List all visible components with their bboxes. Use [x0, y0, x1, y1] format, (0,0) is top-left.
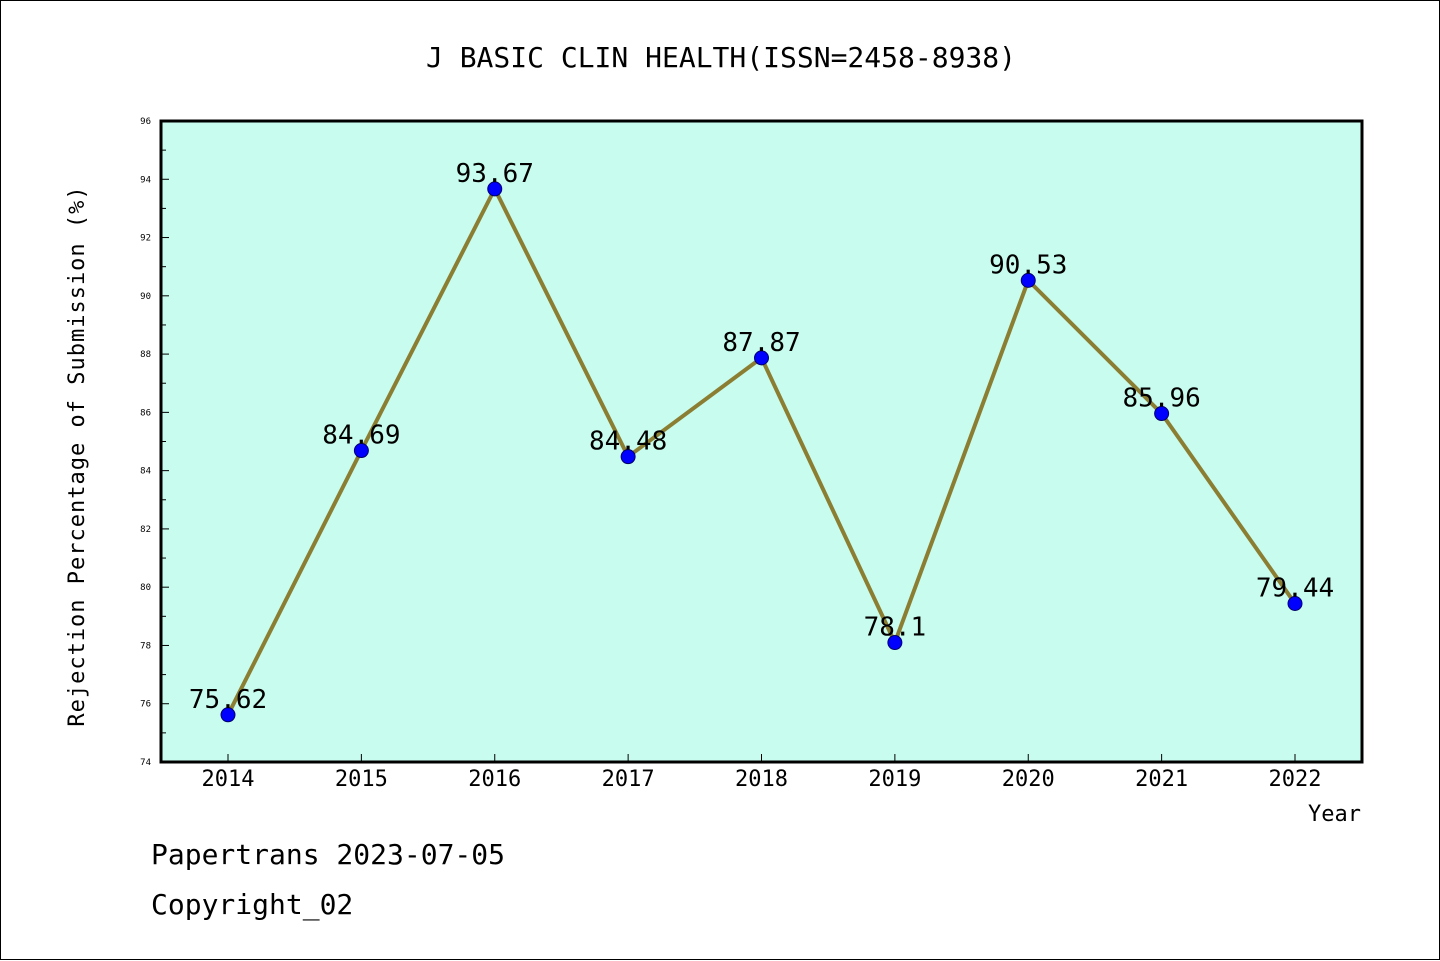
plot-frame — [159, 119, 1364, 764]
chart-title: J BASIC CLIN HEALTH(ISSN=2458-8938) — [426, 41, 1016, 74]
x-tick-label: 2017 — [602, 767, 655, 792]
y-axis-label: Rejection Percentage of Submission (%) — [65, 185, 90, 726]
data-point — [887, 635, 903, 651]
data-point — [620, 449, 636, 465]
data-label: 90.53 — [989, 250, 1067, 280]
data-label: 84.69 — [322, 421, 400, 451]
y-tick-label: 76 — [140, 700, 151, 710]
data-label: 79.44 — [1256, 573, 1334, 603]
data-point — [1287, 595, 1303, 611]
data-label: 87.87 — [722, 328, 800, 358]
data-label: 84.48 — [589, 427, 667, 457]
data-label: 75.62 — [189, 685, 267, 715]
data-point — [754, 350, 769, 366]
footer-copyright: Copyright_02 — [151, 888, 353, 922]
data-label: 85.96 — [1122, 384, 1200, 414]
data-label: 93.67 — [456, 159, 534, 189]
data-point — [1020, 272, 1036, 288]
y-tick-label: 80 — [140, 583, 151, 593]
x-tick-label: 2019 — [868, 767, 921, 792]
y-tick-label: 74 — [140, 758, 151, 768]
x-tick-label: 2018 — [735, 767, 788, 792]
x-axis: 2014 2015 2016 2017 2018 2019 2020 2021 2022 — [202, 754, 1322, 792]
series-group: 75.62 84.69 93.67 84.48 87.87 78.1 90.53 85.96 7… — [189, 159, 1334, 723]
y-tick-label: 86 — [140, 408, 151, 418]
data-point — [487, 181, 503, 197]
data-point — [1154, 406, 1170, 422]
x-tick-label: 2021 — [1135, 767, 1188, 792]
y-tick-label: 90 — [140, 292, 151, 302]
data-point — [353, 443, 369, 459]
y-tick-label: 92 — [140, 234, 151, 244]
y-tick-label: 88 — [140, 350, 151, 360]
x-tick-label: 2016 — [468, 767, 521, 792]
y-tick-label: 96 — [140, 117, 151, 127]
y-tick-label: 82 — [140, 525, 151, 535]
data-label: 78.1 — [864, 613, 927, 643]
x-tick-label: 2022 — [1269, 767, 1322, 792]
y-tick-label: 78 — [140, 641, 151, 651]
y-tick-label: 94 — [140, 175, 151, 185]
data-point — [220, 707, 236, 723]
x-tick-label: 2015 — [335, 767, 388, 792]
y-tick-label: 84 — [140, 467, 151, 477]
footer-date: Papertrans 2023-07-05 — [151, 838, 505, 871]
x-tick-label: 2014 — [202, 767, 255, 792]
plot-area — [161, 121, 1362, 762]
x-tick-label: 2020 — [1002, 767, 1055, 792]
x-axis-label: Year — [1308, 802, 1361, 827]
